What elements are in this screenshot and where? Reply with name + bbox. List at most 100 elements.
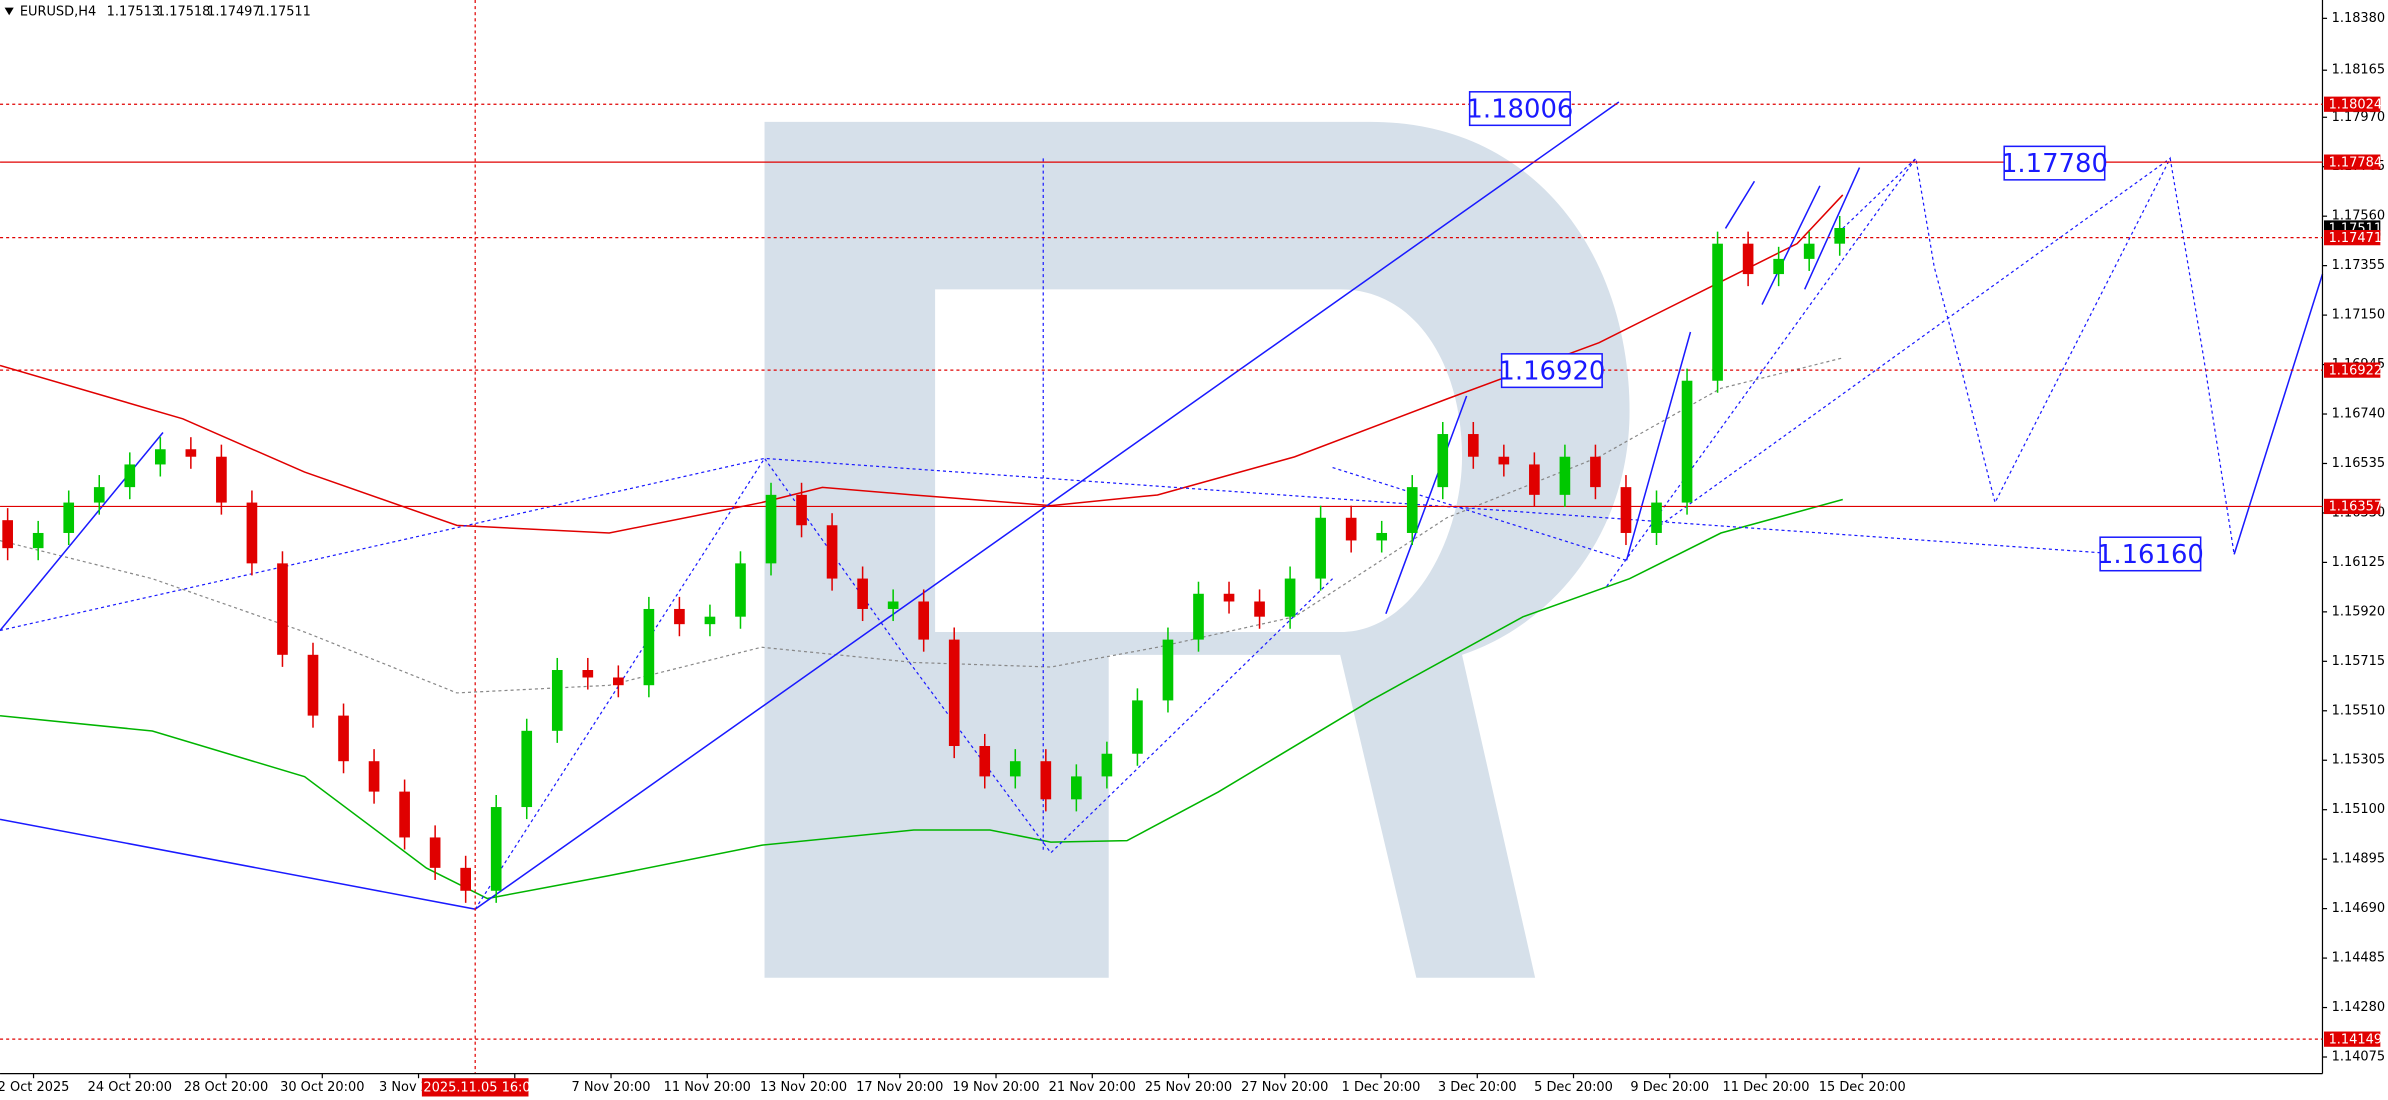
forecast-line: [1385, 167, 2324, 614]
candle-body: [979, 746, 991, 777]
x-tick-label: 27 Nov 20:00: [1241, 1080, 1328, 1095]
candle-body: [948, 639, 960, 747]
x-tick-label: 5 Dec 20:00: [1534, 1080, 1613, 1095]
candle-body: [1529, 464, 1540, 495]
annotation-box: [1500, 353, 1603, 389]
candle-body: [1712, 243, 1723, 381]
level-label-box: [2324, 154, 2381, 170]
header-value: 1.17513: [107, 5, 161, 20]
candle-body: [857, 578, 868, 609]
candle-body: [124, 464, 136, 488]
candle-body: [1742, 243, 1754, 275]
candle-body: [1590, 456, 1601, 488]
candle-body: [1254, 601, 1265, 617]
candle-body: [277, 563, 288, 655]
candle-body: [1651, 502, 1662, 533]
candle-body: [1071, 776, 1082, 800]
candle-body: [307, 654, 319, 716]
y-tick-label: 1.16125: [2332, 555, 2386, 570]
x-tick-label: 11 Dec 20:00: [1722, 1080, 1809, 1095]
header-value: 1.17497: [207, 5, 260, 20]
level-label: 1.18024: [2329, 97, 2383, 112]
y-tick-label: 1.15510: [2332, 703, 2386, 718]
level-label: 1.16922: [2329, 363, 2383, 378]
y-tick-label: 1.16535: [2332, 456, 2386, 471]
candle-body: [338, 715, 349, 762]
candle-body: [63, 502, 75, 533]
candle-body: [704, 616, 716, 625]
candle-body: [918, 601, 930, 640]
header-value: 1.17518: [157, 5, 211, 20]
moving-average-red: [0, 194, 1844, 534]
y-tick-label: 1.15715: [2332, 654, 2386, 669]
candle-body: [246, 502, 258, 564]
level-label: 1.17784: [2329, 155, 2383, 170]
candle-body: [1559, 456, 1571, 495]
x-tick-label: 3 Dec 20:00: [1438, 1080, 1517, 1095]
candle-body: [1467, 434, 1479, 457]
level-label-box: [2324, 230, 2381, 246]
header-value: 1.17511: [257, 5, 311, 20]
candle-body: [735, 563, 746, 617]
candle-body: [551, 670, 563, 731]
level-label: 1.17471: [2329, 231, 2383, 246]
candle-body: [93, 487, 105, 503]
x-tick-label: 28 Oct 20:00: [184, 1080, 268, 1095]
level-label-box: [2324, 362, 2381, 378]
indicators: [0, 0, 2324, 1074]
candle-body: [185, 449, 197, 457]
y-tick-label: 1.15305: [2332, 753, 2386, 768]
candle-body: [490, 807, 502, 891]
annotation-box: [2099, 536, 2202, 572]
candle-body: [582, 670, 594, 678]
x-tick-label: 21 Nov 20:00: [1049, 1080, 1136, 1095]
candle-body: [1193, 593, 1204, 640]
candle-body: [796, 494, 807, 526]
y-tick-label: 1.18165: [2332, 63, 2386, 78]
y-tick-label: 1.17970: [2332, 110, 2386, 125]
y-tick-label: 1.16740: [2332, 407, 2386, 422]
candle-body: [1376, 532, 1388, 541]
y-tick-label: 1.14280: [2332, 1000, 2386, 1015]
candle-body: [1620, 487, 1632, 533]
candle-body: [1132, 700, 1143, 754]
candle-body: [826, 525, 838, 579]
y-tick-label: 1.14485: [2332, 951, 2386, 966]
candle-body: [154, 449, 166, 465]
x-tick-label: 2 Oct 2025: [0, 1080, 69, 1095]
moving-average-gray: [0, 357, 1843, 694]
candle-body: [674, 608, 685, 625]
candle-body: [1223, 593, 1235, 602]
x-tick-label: 17 Nov 20:00: [856, 1080, 943, 1095]
candle-body: [1101, 753, 1113, 777]
candle-body: [399, 791, 410, 838]
annotation-label: 1.16160: [2097, 540, 2204, 570]
level-label-box: [2324, 96, 2381, 112]
candle-body: [1803, 243, 1815, 259]
level-label-box: [2324, 498, 2381, 515]
y-tick-label: 1.17355: [2332, 258, 2386, 273]
candle-body: [32, 532, 44, 549]
y-tick-label: 1.15100: [2332, 802, 2386, 817]
y-tick-label: 1.14690: [2332, 901, 2386, 916]
symbol-menu-arrow[interactable]: [4, 7, 14, 16]
x-tick-label: 15 Dec 20:00: [1819, 1080, 1906, 1095]
annotation-label: 1.17780: [2001, 149, 2108, 179]
forecast-dotted: [0, 156, 2235, 910]
candle-body: [1284, 578, 1296, 617]
candle-body: [368, 761, 380, 792]
candle-body: [613, 677, 624, 686]
x-tick-label: 7 Nov 20:00: [572, 1080, 651, 1095]
level-label-box: [2324, 1031, 2381, 1047]
moving-average-green: [0, 498, 1843, 900]
x-tick-label: 25 Nov 20:00: [1145, 1080, 1232, 1095]
x-tick-label: 19 Nov 20:00: [952, 1080, 1039, 1095]
candle-body: [765, 494, 777, 564]
candle-body: [460, 867, 471, 891]
level-label: 1.16357: [2329, 500, 2383, 515]
candle-body: [1315, 517, 1326, 579]
candle-body: [1834, 228, 1846, 244]
candle-body: [216, 456, 227, 503]
